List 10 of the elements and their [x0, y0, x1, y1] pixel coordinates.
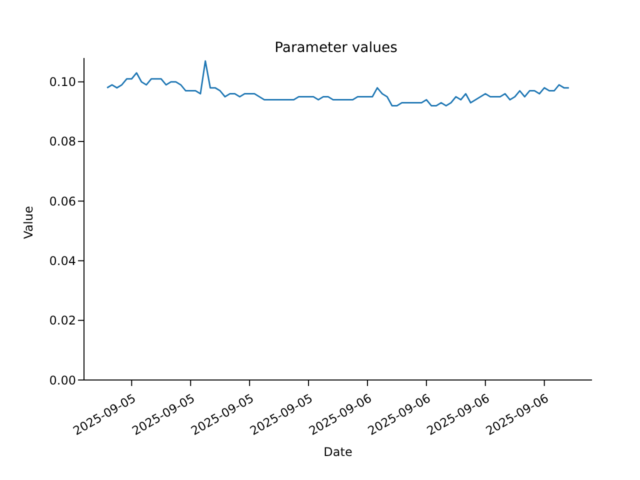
y-tick-label: 0.10: [49, 75, 76, 90]
y-axis-title: Value: [21, 206, 36, 239]
y-tick-label: 0.04: [49, 254, 76, 268]
x-axis-title: Date: [324, 445, 352, 459]
y-tick-label: 0.06: [49, 194, 76, 208]
chart-title: Parameter values: [274, 40, 398, 56]
line-series: [106, 60, 570, 106]
y-tick-label: 0.08: [49, 134, 76, 149]
y-tick-label: 0.00: [49, 373, 76, 388]
y-tick-label: 0.02: [49, 314, 76, 328]
